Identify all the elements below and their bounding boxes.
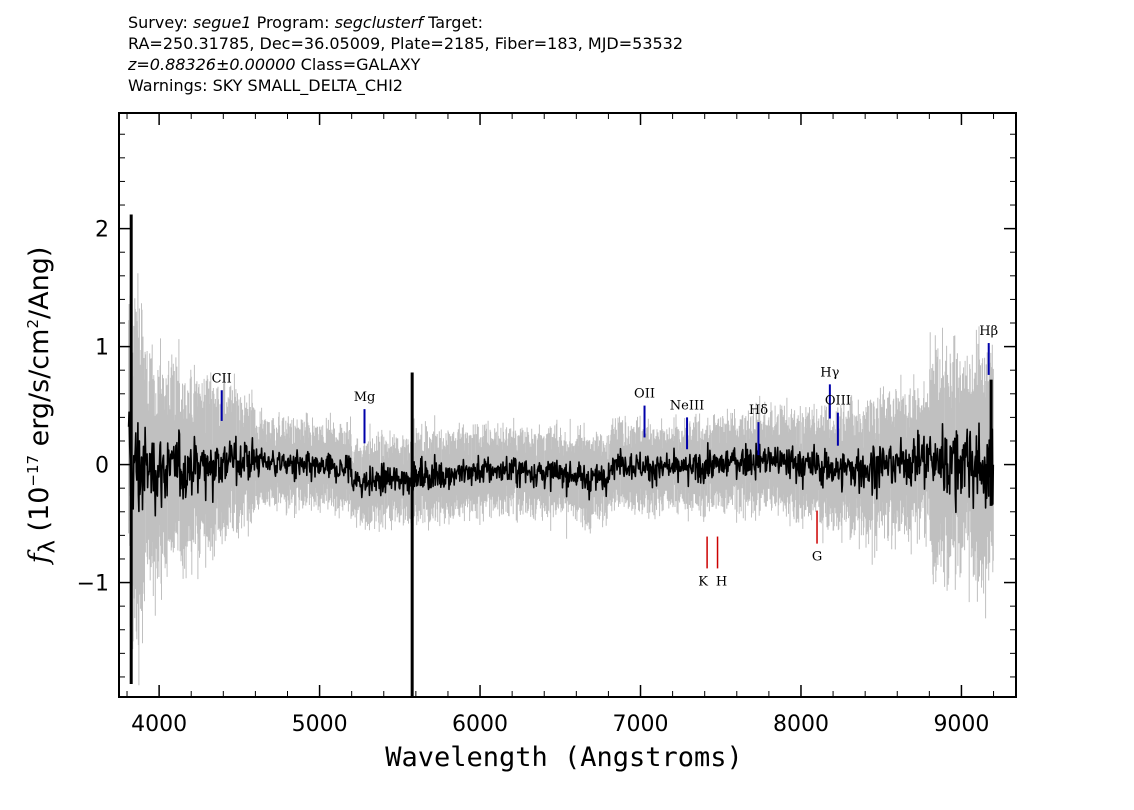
x-tick-label-3: 7000 [613, 712, 669, 737]
redshift-value: z=0.88326±0.00000 [128, 55, 296, 74]
program-label: Program: [256, 13, 330, 32]
spectrum-header: Survey: segue1 Program: segclusterf Targ… [128, 12, 683, 96]
header-coordinates: RA=250.31785, Dec=36.05009, Plate=2185, … [128, 34, 684, 53]
plot-frame [118, 112, 1017, 698]
absorption-line-label-0: K [698, 574, 708, 589]
x-tick-label-0: 4000 [131, 712, 187, 737]
x-axis-label-text: Wavelength (Angstroms) [385, 742, 743, 773]
absorption-line-label-1: H [716, 574, 727, 589]
x-tick-label-2: 6000 [452, 712, 508, 737]
y-tick-label-2: 1 [95, 336, 109, 361]
y-axis-label-mid: erg/s/cm [24, 328, 55, 455]
y-axis-label-pre: (10 [24, 486, 55, 541]
y-axis-exponent-2: 2 [24, 318, 42, 329]
emission-line-label-0: CII [212, 371, 232, 386]
emission-line-label-2: OII [634, 387, 655, 402]
y-tick-label-0: −1 [77, 572, 109, 597]
y-tick-label-3: 2 [95, 218, 109, 243]
y-axis-symbol: f [24, 553, 55, 564]
header-warnings: Warnings: SKY SMALL_DELTA_CHI2 [128, 76, 403, 95]
y-axis-label: fλ (10−17 erg/s/cm2/Ang) [24, 247, 60, 564]
emission-line-label-6: OIII [825, 394, 851, 409]
y-axis-subscript: λ [34, 540, 61, 554]
x-tick-label-4: 8000 [773, 712, 829, 737]
y-tick-label-1: 0 [95, 454, 109, 479]
emission-line-label-4: Hδ [749, 403, 768, 418]
header-redshift-line: z=0.88326±0.00000 Class=GALAXY [128, 54, 683, 75]
x-tick-label-5: 9000 [933, 712, 989, 737]
class-value: Class=GALAXY [300, 55, 421, 74]
axis-ticks: 4000 5000 6000 7000 8000 9000 −1 0 1 2 [77, 113, 1016, 737]
emission-line-label-7: Hβ [979, 324, 998, 339]
x-tick-label-1: 5000 [292, 712, 348, 737]
y-axis-label-post: /Ang) [24, 246, 55, 319]
emission-line-label-5: Hγ [820, 365, 839, 380]
flux-series [127, 214, 995, 697]
survey-value: segue1 [192, 13, 252, 32]
y-axis-exponent: −17 [24, 454, 42, 487]
flux-path [127, 411, 995, 517]
survey-label: Survey: [128, 13, 188, 32]
program-value: segclusterf [334, 13, 423, 32]
emission-line-label-3: NeIII [670, 398, 704, 413]
header-survey-line: Survey: segue1 Program: segclusterf Targ… [128, 12, 683, 33]
target-label: Target: [428, 13, 483, 32]
absorption-line-label-2: G [812, 550, 822, 565]
line-markers: CII Mg OII NeIII Hδ Hγ OIII Hβ K H G [212, 324, 999, 589]
x-axis-label: Wavelength (Angstroms) [0, 742, 1134, 773]
emission-line-label-1: Mg [354, 390, 376, 405]
